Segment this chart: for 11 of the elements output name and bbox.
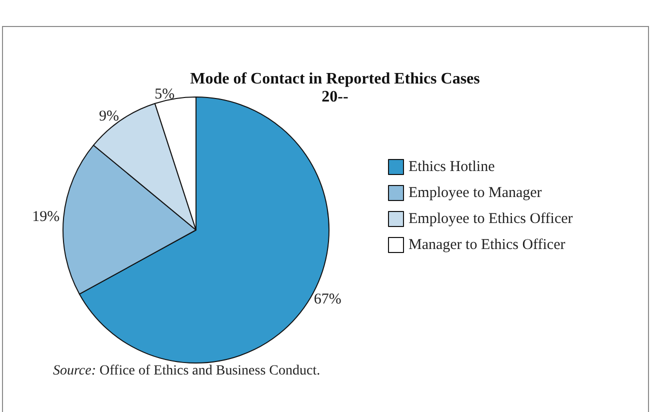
legend-label: Ethics Hotline <box>408 159 496 175</box>
data-label: 5% <box>154 86 175 103</box>
chart-title: Mode of Contact in Reported Ethics Cases <box>190 70 480 88</box>
legend-label: Employee to Manager <box>408 185 542 201</box>
chart-subtitle: 20-- <box>322 88 348 106</box>
data-label: 67% <box>314 292 342 308</box>
legend-label: Employee to Ethics Officer <box>408 211 573 227</box>
legend-label: Manager to Ethics Officer <box>408 237 566 253</box>
source-note: Source: Office of Ethics and Business Conduct. <box>53 364 320 378</box>
data-label: 9% <box>98 108 119 125</box>
data-label: 19% <box>32 209 60 226</box>
